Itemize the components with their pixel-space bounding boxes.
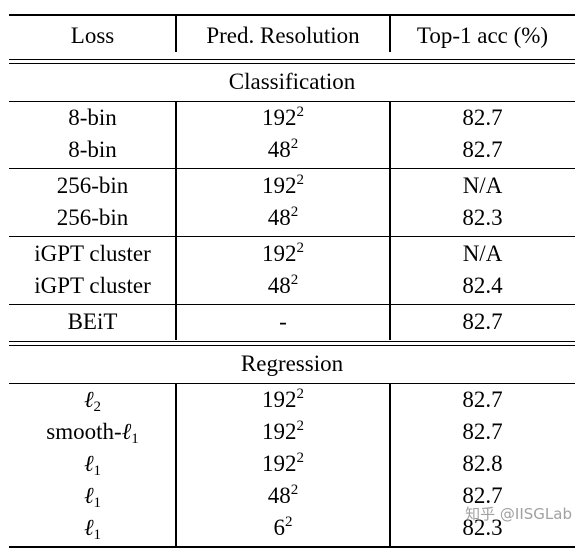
resolution-cell: 1922 bbox=[176, 384, 390, 416]
loss-cell: ℓ2 bbox=[9, 384, 176, 416]
section-end-rule-2 bbox=[9, 345, 575, 346]
group-rule bbox=[9, 168, 575, 169]
column-divider bbox=[175, 14, 177, 52]
resolution-cell: - bbox=[176, 306, 390, 338]
resolution-exponent: 2 bbox=[296, 450, 305, 466]
resolution-cell: 1922 bbox=[176, 238, 390, 270]
section-end-rule-1 bbox=[9, 341, 575, 342]
column-divider bbox=[175, 102, 177, 340]
resolution-exponent: 2 bbox=[290, 136, 299, 152]
loss-cell: iGPT cluster bbox=[34, 241, 151, 266]
header-rule-2 bbox=[9, 63, 575, 64]
accuracy-cell: 82.7 bbox=[462, 105, 503, 130]
resolution-exponent: 2 bbox=[296, 172, 305, 188]
accuracy-cell: 82.7 bbox=[462, 419, 503, 444]
ell-symbol: ℓ bbox=[83, 387, 94, 412]
top-rule bbox=[9, 14, 575, 16]
resolution-exponent: 2 bbox=[296, 240, 305, 256]
ell-symbol: ℓ bbox=[83, 515, 94, 540]
resolution-base: 192 bbox=[262, 451, 297, 476]
accuracy-cell: 82.8 bbox=[462, 451, 503, 476]
resolution-base: 6 bbox=[273, 515, 286, 540]
accuracy-cell: N/A bbox=[462, 173, 503, 198]
resolution-base: - bbox=[279, 309, 287, 334]
resolution-cell: 482 bbox=[176, 270, 390, 302]
loss-cell: 256-bin bbox=[56, 205, 129, 230]
loss-cell: BEiT bbox=[67, 309, 118, 334]
loss-subscript: 1 bbox=[93, 495, 102, 511]
loss-cell: ℓ1 bbox=[9, 448, 176, 480]
accuracy-cell: 82.7 bbox=[462, 387, 503, 412]
section-title: Regression bbox=[240, 351, 344, 376]
section-title: Classification bbox=[228, 69, 356, 94]
column-divider bbox=[175, 384, 177, 546]
resolution-cell: 1922 bbox=[176, 448, 390, 480]
watermark: 知乎 @IISGLab bbox=[465, 505, 572, 523]
accuracy-cell: N/A bbox=[462, 241, 503, 266]
resolution-exponent: 2 bbox=[290, 482, 299, 498]
section-rule bbox=[9, 383, 575, 384]
resolution-cell: 1922 bbox=[176, 416, 390, 448]
resolution-base: 192 bbox=[262, 241, 297, 266]
loss-cell: 8-bin bbox=[68, 137, 117, 162]
resolution-exponent: 2 bbox=[290, 204, 299, 220]
resolution-cell: 1922 bbox=[176, 102, 390, 134]
resolution-base: 48 bbox=[267, 273, 291, 298]
resolution-exponent: 2 bbox=[285, 514, 293, 530]
accuracy-cell: 82.7 bbox=[462, 309, 503, 334]
resolution-exponent: 2 bbox=[290, 272, 299, 288]
resolution-cell: 482 bbox=[176, 134, 390, 166]
resolution-base: 192 bbox=[262, 173, 297, 198]
column-divider bbox=[389, 14, 391, 52]
loss-subscript: 1 bbox=[131, 431, 139, 447]
loss-cell: 8-bin bbox=[68, 105, 117, 130]
resolution-exponent: 2 bbox=[296, 418, 305, 434]
resolution-base: 48 bbox=[267, 137, 291, 162]
group-rule bbox=[9, 304, 575, 305]
group-rule bbox=[9, 236, 575, 237]
header-accuracy: Top-1 acc (%) bbox=[416, 23, 549, 48]
section-rule bbox=[9, 101, 575, 102]
resolution-cell: 482 bbox=[176, 202, 390, 234]
accuracy-cell: 82.7 bbox=[462, 137, 503, 162]
loss-cell: ℓ1 bbox=[9, 480, 176, 512]
ell-symbol: ℓ bbox=[83, 483, 94, 508]
accuracy-cell: 82.4 bbox=[462, 273, 503, 298]
loss-cell: ℓ1 bbox=[9, 512, 176, 544]
resolution-exponent: 2 bbox=[296, 104, 305, 120]
resolution-base: 48 bbox=[267, 205, 291, 230]
resolution-exponent: 2 bbox=[296, 386, 305, 402]
resolution-base: 192 bbox=[262, 105, 297, 130]
loss-subscript: 1 bbox=[93, 527, 102, 543]
resolution-cell: 482 bbox=[176, 480, 390, 512]
accuracy-cell: 82.3 bbox=[462, 515, 503, 540]
loss-subscript: 2 bbox=[93, 399, 102, 415]
column-divider bbox=[389, 102, 391, 340]
loss-subscript: 1 bbox=[93, 463, 102, 479]
accuracy-cell: 82.3 bbox=[462, 205, 503, 230]
column-divider bbox=[389, 384, 391, 546]
resolution-base: 48 bbox=[267, 483, 291, 508]
resolution-base: 192 bbox=[262, 419, 297, 444]
loss-cell: iGPT cluster bbox=[34, 273, 151, 298]
ell-symbol: ℓ bbox=[121, 419, 132, 444]
resolution-cell: 1922 bbox=[176, 170, 390, 202]
resolution-base: 192 bbox=[262, 387, 297, 412]
loss-cell: smooth-ℓ1 bbox=[9, 416, 176, 448]
header-resolution: Pred. Resolution bbox=[206, 23, 360, 48]
header-loss: Loss bbox=[70, 23, 115, 48]
ell-symbol: ℓ bbox=[83, 451, 94, 476]
accuracy-cell: 82.7 bbox=[462, 483, 503, 508]
loss-cell: 256-bin bbox=[56, 173, 129, 198]
header-rule-1 bbox=[9, 59, 575, 60]
loss-prefix: smooth- bbox=[46, 419, 122, 444]
resolution-cell: 62 bbox=[176, 512, 390, 544]
